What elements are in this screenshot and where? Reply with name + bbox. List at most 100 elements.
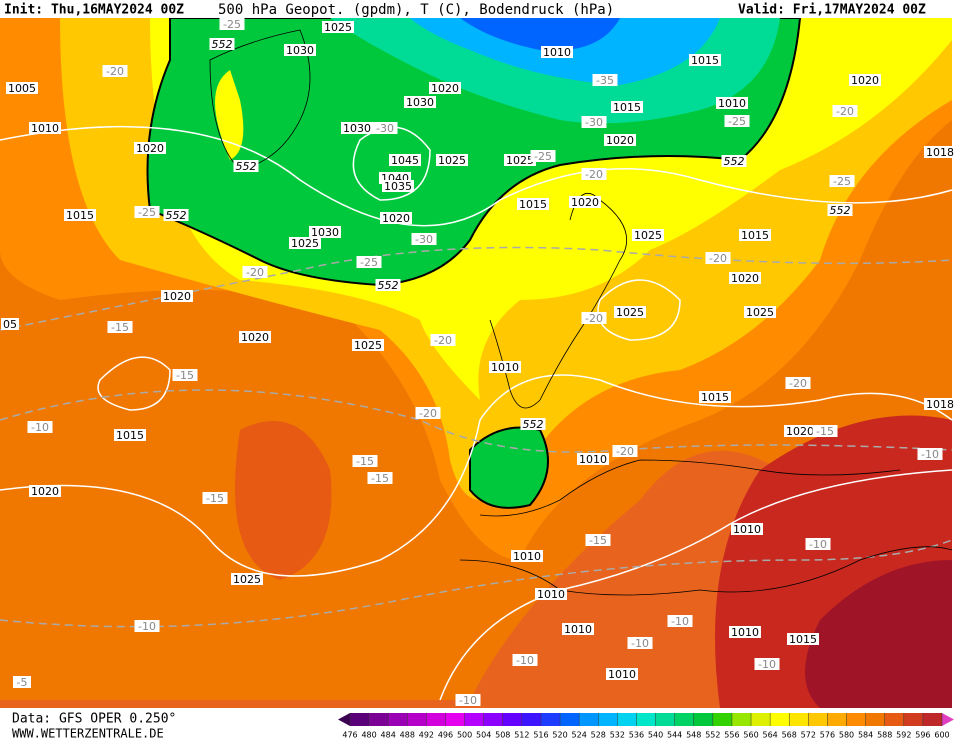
- isobar-label-box: [389, 154, 421, 166]
- height-label-box: [520, 418, 546, 430]
- temperature-label-box: [581, 116, 607, 128]
- colorbar-swatch: [617, 713, 637, 726]
- isobar-label-box: [284, 44, 316, 56]
- temperature-label: -15: [356, 455, 374, 468]
- isobar-label-box: [535, 588, 567, 600]
- temperature-label: -5: [17, 676, 28, 689]
- isobar-label: 1018: [926, 398, 954, 411]
- colorbar-swatch: [369, 713, 389, 726]
- isobar-label: 1010: [491, 361, 519, 374]
- temperature-label: -30: [415, 233, 433, 246]
- colorbar-swatch: [712, 713, 732, 726]
- temperature-label: -20: [106, 65, 124, 78]
- temperature-label: -10: [758, 658, 776, 671]
- temperature-label-box: [585, 534, 611, 546]
- isobar-label-box: [611, 101, 643, 113]
- temperature-label-box: [107, 321, 133, 333]
- temperature-label-box: [172, 369, 198, 381]
- isobar-label-box: [689, 54, 721, 66]
- temperature-label-box: [219, 18, 245, 30]
- temperature-label: -10: [631, 637, 649, 650]
- colorbar-swatch: [560, 713, 580, 726]
- colorbar-swatch: [502, 713, 522, 726]
- isobars: [0, 125, 953, 701]
- isobar-label-box: [849, 74, 881, 86]
- isobar-label-box: [239, 331, 271, 343]
- temperature-label-box: [829, 175, 855, 187]
- height-label-box: [827, 204, 853, 216]
- temperature-label-box: [134, 620, 160, 632]
- temperature-label-box: [512, 654, 538, 666]
- colorbar-label: 528: [591, 731, 606, 740]
- colorbar-swatch: [540, 713, 561, 726]
- temperature-label: -35: [596, 74, 614, 87]
- height-label-box: [163, 209, 189, 221]
- colorbar-label: 588: [877, 731, 892, 740]
- isobar-label-box: [504, 154, 536, 166]
- temperature-label-box: [581, 312, 607, 324]
- colorbar-label: 556: [724, 731, 739, 740]
- isobar-label: 1020: [136, 142, 164, 155]
- isobar-label: 1020: [606, 134, 634, 147]
- isobar-label: 1025: [634, 229, 662, 242]
- header-band: [0, 0, 959, 18]
- isobar-label-box: [744, 306, 776, 318]
- isobar-label: 1010: [564, 623, 592, 636]
- isobar-label-box: [352, 339, 384, 351]
- colorbar-label: 500: [457, 731, 472, 740]
- height-label: 552: [724, 155, 745, 168]
- isobar-label-box: [429, 82, 461, 94]
- colorbar-label: 480: [361, 731, 376, 740]
- isobar-label: 1015: [116, 429, 144, 442]
- temperature-label-box: [812, 425, 838, 437]
- isobar-label-box: [784, 425, 816, 437]
- isobar-label: 05: [3, 318, 17, 331]
- isobar-label-box: [382, 180, 414, 192]
- isobar-label-box: [924, 146, 956, 158]
- colorbar-label: 504: [476, 731, 491, 740]
- temperature-label: -15: [111, 321, 129, 334]
- isobar-label-box: [161, 290, 193, 302]
- temperature-label-box: [667, 615, 693, 627]
- temperature-label-box: [13, 676, 31, 688]
- isobar-label: 1030: [406, 96, 434, 109]
- isobar-label-box: [729, 626, 761, 638]
- isobar-label: 1010: [537, 588, 565, 601]
- colorbar-label: 596: [915, 731, 930, 740]
- temperature-label-box: [805, 538, 831, 550]
- colorbar-label: 548: [686, 731, 701, 740]
- colorbar-swatch: [464, 713, 484, 726]
- temperature-label-box: [612, 445, 638, 457]
- isobar-label: 1025: [506, 154, 534, 167]
- isobar-label-box: [436, 154, 468, 166]
- colorbar-swatch: [731, 713, 752, 726]
- isobar-label: 1020: [786, 425, 814, 438]
- height-label-box: [233, 160, 259, 172]
- isobar-label-box: [787, 633, 819, 645]
- temp-region: [215, 70, 244, 160]
- colorbar: 476 480 484 488 492 496 500 504 508 512 516 520 524 5…: [338, 713, 954, 740]
- colorbar-swatch: [922, 713, 942, 726]
- colorbar-label: 488: [400, 731, 415, 740]
- temperature-label: -25: [360, 256, 378, 269]
- colorbar-label: 544: [667, 731, 682, 740]
- isobar-label: 1030: [311, 226, 339, 239]
- colorbar-label: 600: [934, 731, 949, 740]
- isobar-label-box: [569, 196, 601, 208]
- isobar-label-box: [29, 122, 61, 134]
- temperature-label-box: [430, 334, 456, 346]
- isobar-label-box: [632, 229, 664, 241]
- temperature-label-box: [367, 472, 393, 484]
- isobar-label-box: [6, 82, 38, 94]
- isobar-label-box: [114, 429, 146, 441]
- temperature-label: -25: [728, 115, 746, 128]
- temperature-label: -10: [809, 538, 827, 551]
- isobar-label: 1045: [391, 154, 419, 167]
- isobar-label-box: [606, 668, 638, 680]
- isobar-label: 1010: [513, 550, 541, 563]
- isobar-label: 1025: [291, 237, 319, 250]
- height-label: 552: [378, 279, 399, 292]
- map-title: 500 hPa Geopot. (gpdm), T (C), Bodendruc…: [218, 2, 614, 18]
